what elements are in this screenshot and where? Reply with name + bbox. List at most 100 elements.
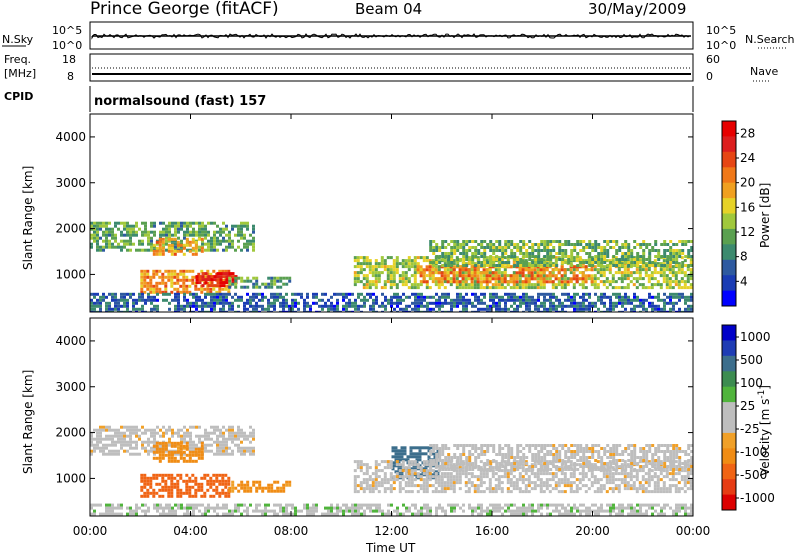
scatter-cell	[662, 277, 666, 281]
scatter-cell	[291, 307, 294, 311]
scatter-cell	[147, 437, 150, 441]
scatter-cell	[597, 261, 601, 264]
scatter-cell	[365, 463, 369, 467]
scatter-cell	[453, 301, 456, 305]
scatter-cell	[96, 437, 99, 441]
scatter-cell	[606, 249, 610, 252]
scatter-cell	[681, 240, 685, 243]
scatter-cell	[415, 461, 419, 465]
scatter-cell	[99, 248, 102, 252]
scatter-cell	[333, 304, 336, 308]
scatter-cell	[482, 490, 486, 494]
scatter-cell	[171, 431, 174, 435]
scatter-cell	[627, 246, 631, 249]
scatter-cell	[549, 307, 552, 311]
scatter-cell	[533, 277, 537, 281]
scatter-cell	[96, 310, 99, 312]
scatter-cell	[675, 295, 678, 299]
scatter-cell	[126, 292, 129, 296]
scatter-cell	[141, 295, 144, 299]
scatter-cell	[465, 258, 469, 261]
scatter-cell	[662, 259, 666, 263]
scatter-cell	[471, 310, 474, 312]
nsky-panel	[89, 21, 694, 50]
scatter-cell	[368, 271, 372, 275]
scatter-cell	[240, 227, 243, 231]
scatter-cell	[491, 469, 495, 473]
scatter-cell	[383, 478, 387, 482]
scatter-cell	[105, 301, 108, 305]
scatter-cell	[480, 307, 483, 311]
scatter-cell	[455, 256, 459, 260]
scatter-cell	[368, 280, 372, 284]
scatter-cell	[504, 444, 508, 447]
scatter-cell	[690, 249, 693, 252]
scatter-cell	[365, 466, 369, 470]
scatter-cell	[168, 239, 171, 243]
scatter-cell	[516, 264, 520, 267]
scatter-cell	[177, 310, 180, 312]
scatter-cell	[654, 240, 658, 243]
scatter-cell	[593, 268, 597, 272]
scatter-cell	[458, 283, 462, 287]
scatter-cell	[135, 446, 138, 450]
scatter-cell	[524, 280, 528, 284]
scatter-cell	[96, 298, 99, 302]
scatter-cell	[588, 304, 591, 308]
scatter-cell	[653, 481, 657, 485]
scatter-cell	[500, 280, 504, 284]
scatter-cell	[542, 271, 546, 275]
scatter-cell	[563, 472, 567, 476]
scatter-cell	[353, 271, 357, 275]
scatter-cell	[525, 295, 528, 299]
scatter-cell	[401, 475, 405, 479]
scatter-cell	[690, 295, 693, 299]
scatter-cell	[429, 444, 433, 447]
scatter-cell	[503, 256, 507, 260]
scatter-cell	[650, 277, 654, 281]
scatter-cell	[600, 264, 604, 267]
scatter-cell	[435, 255, 439, 258]
scatter-cell	[479, 466, 483, 470]
scatter-cell	[176, 494, 180, 498]
scatter-cell	[564, 292, 567, 296]
scatter-cell	[551, 472, 555, 476]
scatter-cell	[671, 478, 675, 482]
scatter-cell	[120, 425, 123, 429]
scatter-cell	[446, 280, 450, 284]
scatter-cell	[201, 301, 204, 305]
scatter-cell	[273, 307, 276, 311]
freq-tick-high: 18	[62, 53, 76, 66]
scatter-cell	[356, 463, 360, 467]
scatter-cell	[383, 259, 387, 263]
scatter-cell	[539, 484, 543, 488]
scatter-cell	[560, 481, 564, 485]
scatter-cell	[590, 256, 594, 260]
scatter-cell	[471, 301, 474, 305]
scatter-cell	[434, 277, 438, 281]
scatter-cell	[573, 304, 576, 308]
scatter-cell	[117, 304, 120, 308]
scatter-cell	[383, 262, 387, 266]
scatter-cell	[453, 246, 457, 249]
scatter-cell	[216, 449, 219, 453]
scatter-cell	[494, 484, 498, 488]
scatter-cell	[495, 264, 499, 267]
scatter-cell	[615, 295, 618, 299]
scatter-cell	[132, 292, 135, 296]
scatter-cell	[419, 274, 423, 278]
scatter-cell	[192, 443, 195, 447]
scatter-cell	[198, 298, 201, 302]
scatter-cell	[464, 274, 468, 278]
scatter-cell	[459, 310, 462, 312]
scatter-cell	[423, 304, 426, 308]
scatter-cell	[648, 301, 651, 305]
scatter-cell	[498, 261, 502, 264]
scatter-cell	[687, 255, 691, 258]
scatter-cell	[404, 265, 408, 269]
scatter-cell	[386, 280, 390, 284]
scatter-cell	[567, 255, 571, 258]
scatter-cell	[651, 261, 655, 264]
scatter-cell	[518, 280, 522, 284]
scatter-cell	[258, 486, 262, 490]
